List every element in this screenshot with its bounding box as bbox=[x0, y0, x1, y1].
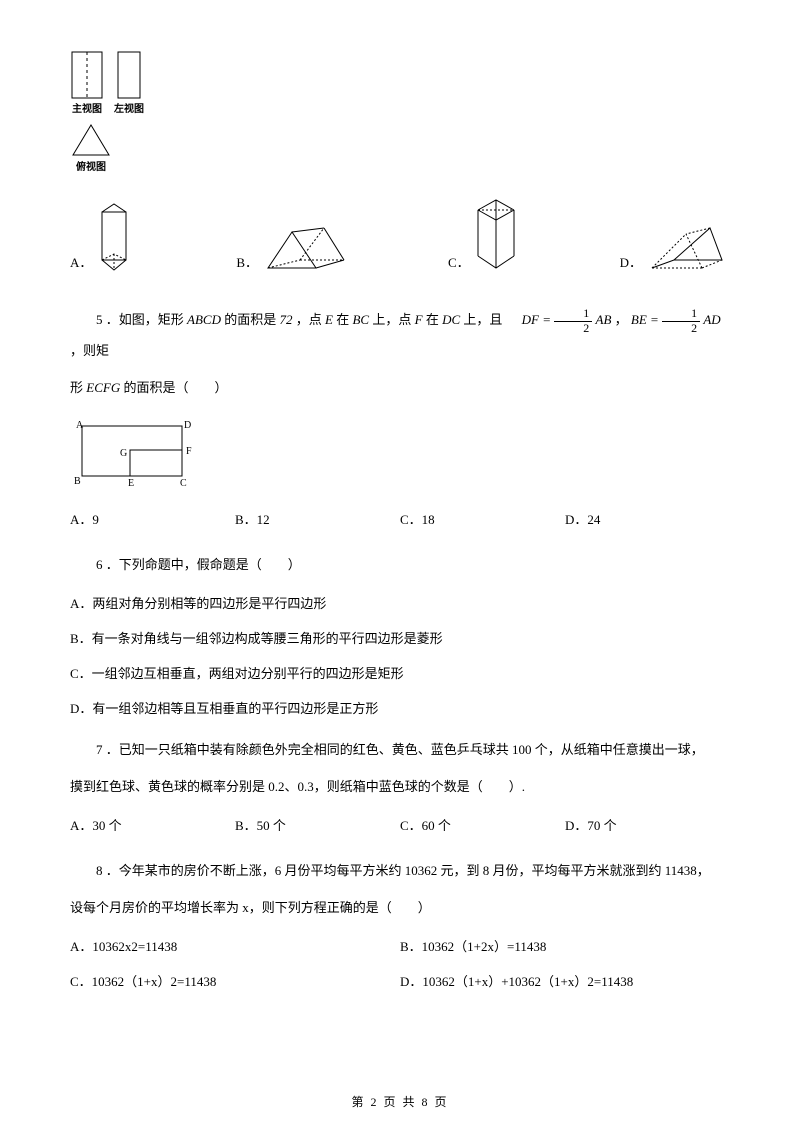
q7-optC: C．60 个 bbox=[400, 816, 565, 837]
front-view: 主视图 bbox=[70, 50, 104, 118]
q5-m3: 在 bbox=[336, 312, 349, 327]
q5-eq1-right: AB bbox=[596, 312, 612, 327]
q5-options: A．9 B．12 C．18 D．24 bbox=[70, 510, 730, 531]
q6-D: D．有一组邻边相等且互相垂直的平行四边形是正方形 bbox=[70, 699, 730, 720]
q5-line2: 形 ECFG 的面积是（ ） bbox=[70, 372, 730, 403]
dlF: F bbox=[186, 446, 192, 457]
q8-line2: 设每个月房价的平均增长率为 x，则下列方程正确的是（ ） bbox=[70, 892, 730, 923]
q5-sep: ， bbox=[615, 312, 628, 327]
three-views-diagram: 主视图 左视图 俯视图 bbox=[70, 50, 730, 176]
top-view: 俯视图 bbox=[70, 122, 112, 176]
q5-f1n: 1 bbox=[554, 307, 592, 321]
q6-C: C．一组邻边互相垂直，两组对边分别平行的四边形是矩形 bbox=[70, 664, 730, 685]
option-d-label: D． bbox=[620, 253, 642, 274]
q7-optD: D．70 个 bbox=[565, 816, 730, 837]
option-b: B． bbox=[236, 224, 348, 274]
prism-b-icon bbox=[262, 224, 348, 274]
q7-optA: A．30 个 bbox=[70, 816, 235, 837]
page-footer: 第 2 页 共 8 页 bbox=[0, 1093, 800, 1112]
q5-area: 72 bbox=[279, 312, 292, 327]
dlC: C bbox=[180, 478, 187, 489]
dlA: A bbox=[76, 420, 84, 431]
q5-dc: DC bbox=[442, 312, 460, 327]
q6-text: 6 ．下列命题中，假命题是（ ） bbox=[70, 549, 730, 580]
prism-c-icon bbox=[474, 196, 520, 274]
q5-l2p: 形 bbox=[70, 380, 83, 395]
q5-m1: 的面积是 bbox=[224, 312, 276, 327]
q5-prefix: ．如图，矩形 bbox=[106, 312, 184, 327]
top-view-label: 俯视图 bbox=[76, 160, 106, 176]
q5-l2s: 的面积是（ ） bbox=[123, 380, 227, 395]
q8-options: A．10362x2=11438 B．10362（1+2x）=11438 C．10… bbox=[70, 937, 730, 1007]
front-view-label: 主视图 bbox=[72, 102, 102, 118]
q5-eq1: DF = 12 AB bbox=[522, 312, 615, 327]
q5-eq1-left: DF = bbox=[522, 312, 551, 327]
left-view-label: 左视图 bbox=[114, 102, 144, 118]
q5-optB: B．12 bbox=[235, 510, 400, 531]
dlB: B bbox=[74, 476, 81, 487]
q5-e: E bbox=[325, 312, 333, 327]
q8: 8 ．今年某市的房价不断上涨，6 月份平均每平方米约 10362 元，到 8 月… bbox=[70, 855, 730, 1007]
prism-d-icon bbox=[646, 220, 730, 274]
q5-after: ，则矩 bbox=[70, 343, 109, 358]
q4-options-row: A． B． C． bbox=[70, 196, 730, 274]
top-view-icon bbox=[70, 122, 112, 158]
dlE: E bbox=[128, 478, 134, 489]
dlG: G bbox=[120, 448, 127, 459]
q5-diagram: A D B E C G F bbox=[70, 418, 730, 497]
q8-optB: B．10362（1+2x）=11438 bbox=[400, 937, 730, 958]
option-c-label: C． bbox=[448, 253, 470, 274]
q6: 6 ．下列命题中，假命题是（ ） A．两组对角分别相等的四边形是平行四边形 B．… bbox=[70, 549, 730, 719]
q5-optA: A．9 bbox=[70, 510, 235, 531]
q8-optA: A．10362x2=11438 bbox=[70, 937, 400, 958]
q7-line2: 摸到红色球、黄色球的概率分别是 0.2、0.3，则纸箱中蓝色球的个数是（ ）. bbox=[70, 771, 730, 802]
q5-m6: 上，且 bbox=[463, 312, 502, 327]
q6-B: B．有一条对角线与一组邻边构成等腰三角形的平行四边形是菱形 bbox=[70, 629, 730, 650]
q5: 5 ．如图，矩形 ABCD 的面积是 72 ，点 E 在 BC 上，点 F 在 … bbox=[70, 304, 730, 531]
q7-optB: B．50 个 bbox=[235, 816, 400, 837]
q5-eq2: BE = 12 AD bbox=[631, 312, 721, 327]
q7: 7 ．已知一只纸箱中装有除颜色外完全相同的红色、黄色、蓝色乒乓球共 100 个，… bbox=[70, 734, 730, 837]
option-c: C． bbox=[448, 196, 520, 274]
q5-optD: D．24 bbox=[565, 510, 730, 531]
q5-optC: C．18 bbox=[400, 510, 565, 531]
q5-number: 5 bbox=[96, 312, 103, 327]
option-a: A． bbox=[70, 202, 136, 274]
dlD: D bbox=[184, 420, 191, 431]
q8-line1: 8 ．今年某市的房价不断上涨，6 月份平均每平方米约 10362 元，到 8 月… bbox=[70, 855, 730, 886]
q8-optD: D．10362（1+x）+10362（1+x）2=11438 bbox=[400, 972, 730, 993]
q6-A: A．两组对角分别相等的四边形是平行四边形 bbox=[70, 594, 730, 615]
q5-f: F bbox=[415, 312, 423, 327]
q5-line1: 5 ．如图，矩形 ABCD 的面积是 72 ，点 E 在 BC 上，点 F 在 … bbox=[70, 304, 730, 366]
q5-f1d: 2 bbox=[554, 322, 592, 335]
q5-ecfg: ECFG bbox=[86, 380, 120, 395]
q5-eq2-right: AD bbox=[703, 312, 720, 327]
option-a-label: A． bbox=[70, 253, 92, 274]
q8-optC: C．10362（1+x）2=11438 bbox=[70, 972, 400, 993]
prism-a-icon bbox=[96, 202, 136, 274]
q5-bc: BC bbox=[352, 312, 369, 327]
option-d: D． bbox=[620, 220, 730, 274]
q5-m4: 上，点 bbox=[372, 312, 411, 327]
front-view-icon bbox=[70, 50, 104, 100]
q5-m5: 在 bbox=[426, 312, 439, 327]
rectangle-ecfg-icon: A D B E C G F bbox=[70, 418, 200, 490]
views-top-row: 主视图 左视图 bbox=[70, 50, 730, 118]
q7-options: A．30 个 B．50 个 C．60 个 D．70 个 bbox=[70, 816, 730, 837]
q7-line1: 7 ．已知一只纸箱中装有除颜色外完全相同的红色、黄色、蓝色乒乓球共 100 个，… bbox=[70, 734, 730, 765]
q5-f2n: 1 bbox=[662, 307, 700, 321]
left-view-icon bbox=[116, 50, 142, 100]
q5-f2d: 2 bbox=[662, 322, 700, 335]
q5-frac2: 12 bbox=[662, 307, 700, 334]
q5-frac1: 12 bbox=[554, 307, 592, 334]
left-view: 左视图 bbox=[114, 50, 144, 118]
q5-abcd: ABCD bbox=[187, 312, 221, 327]
q5-m2: ，点 bbox=[296, 312, 322, 327]
option-b-label: B． bbox=[236, 253, 258, 274]
q5-eq2-left: BE = bbox=[631, 312, 659, 327]
